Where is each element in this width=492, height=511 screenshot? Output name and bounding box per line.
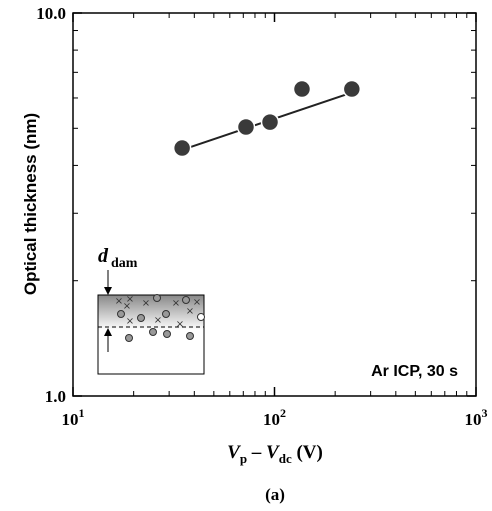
- svg-text:×: ×: [176, 319, 184, 330]
- point: [342, 79, 362, 99]
- x-label-part: V: [227, 442, 241, 463]
- inset-label-sub: dam: [111, 256, 138, 271]
- x-tick-exponent: 2: [280, 406, 286, 420]
- svg-text:×: ×: [154, 315, 162, 326]
- x-label-part: (V): [292, 442, 323, 463]
- x-label-part: p: [240, 451, 247, 466]
- svg-text:×: ×: [186, 306, 194, 317]
- svg-text:×: ×: [142, 298, 150, 309]
- point: [172, 138, 192, 158]
- x-tick-label: 101: [62, 406, 85, 429]
- y-tick-label: 1.0: [45, 387, 66, 406]
- inset: × × × × ×× × ×× ×: [97, 270, 205, 375]
- svg-text:×: ×: [126, 316, 134, 327]
- svg-text:×: ×: [172, 298, 180, 309]
- svg-text:×: ×: [123, 301, 131, 312]
- x-axis-label: Vp – Vdc (V): [227, 442, 323, 466]
- annotation: Ar ICP, 30 s: [371, 363, 458, 380]
- x-tick-base: 10: [263, 410, 280, 429]
- x-tick-base: 10: [465, 410, 482, 429]
- svg-text:×: ×: [115, 296, 123, 307]
- x-tick-exponent: 3: [482, 406, 488, 420]
- x-label-part: –: [247, 442, 266, 463]
- x-tick-label: 103: [465, 406, 488, 429]
- x-label-part: V: [266, 442, 280, 463]
- point: [260, 112, 280, 132]
- point: [292, 79, 312, 99]
- plot-frame: [72, 12, 477, 397]
- x-tick-exponent: 1: [79, 406, 85, 420]
- point: [236, 117, 256, 137]
- svg-text:×: ×: [193, 297, 201, 308]
- x-tick-base: 10: [62, 410, 79, 429]
- y-axis-label: Optical thickness (nm): [21, 113, 40, 295]
- y-tick-label: 10.0: [36, 4, 66, 23]
- x-tick-label: 102: [263, 406, 286, 429]
- svg-text:×: ×: [126, 294, 134, 305]
- caption: (a): [265, 485, 285, 504]
- inset-label: d: [98, 245, 109, 267]
- x-label-part: dc: [279, 451, 292, 466]
